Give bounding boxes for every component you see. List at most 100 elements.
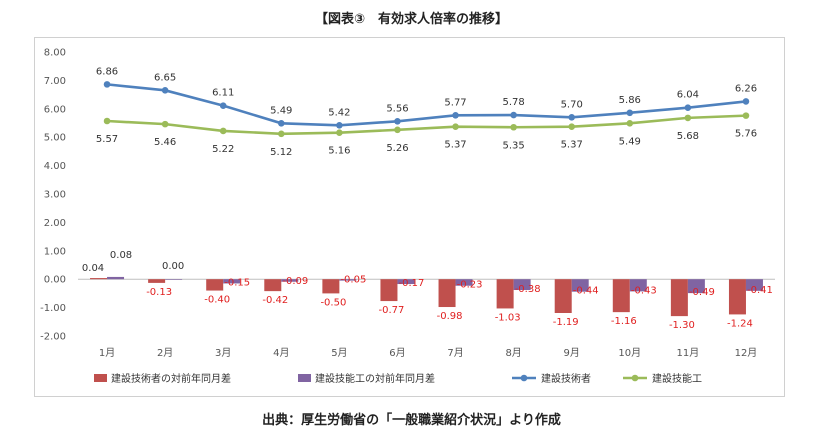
y-tick-label: 8.00: [44, 48, 66, 59]
bar-worker-diff: [745, 279, 763, 291]
bar-data-label: -1.19: [553, 317, 579, 328]
bar-worker-diff: [397, 279, 415, 285]
point-engineer: [452, 112, 459, 119]
legend-label: 建設技能工の対前年同月差: [315, 372, 435, 385]
x-tick-label: 10月: [618, 347, 641, 359]
bar-engineer-diff: [322, 279, 340, 294]
line-data-label: 5.76: [735, 129, 757, 140]
bar-data-label: -0.38: [515, 284, 541, 295]
line-data-label: 5.12: [270, 147, 292, 158]
y-tick-label: 5.00: [44, 133, 66, 144]
point-engineer: [742, 98, 750, 105]
bar-data-label: -0.23: [457, 280, 483, 291]
legend-label: 建設技術者: [541, 372, 591, 385]
line-data-label: 5.35: [502, 140, 524, 151]
bar-data-label: -0.15: [224, 277, 250, 288]
line-data-label: 5.22: [212, 144, 234, 155]
x-tick-label: 8月: [505, 347, 521, 359]
point-engineer: [568, 114, 576, 121]
bar-worker-diff: [629, 279, 647, 292]
bar-worker-diff: [513, 279, 531, 290]
point-worker: [336, 129, 343, 136]
bar-data-label: -0.40: [204, 295, 230, 306]
x-tick-label: 1月: [99, 347, 115, 359]
point-worker: [103, 117, 111, 125]
x-tick-label: 9月: [564, 347, 580, 359]
line-worker: [106, 114, 747, 136]
legend-swatch: [94, 374, 107, 382]
x-tick-label: 3月: [215, 347, 231, 359]
x-tick-label: 4月: [273, 347, 289, 359]
line-data-label: 5.46: [154, 137, 176, 148]
bar-worker-diff: [455, 279, 473, 286]
bar-data-label: -0.43: [631, 285, 657, 296]
bar-engineer-diff: [148, 279, 166, 283]
point-engineer: [394, 117, 401, 125]
chart-title: 【図表③ 有効求人倍率の推移】: [314, 12, 508, 27]
point-worker: [626, 119, 634, 127]
bar-worker-diff: [107, 276, 125, 280]
point-worker: [510, 123, 517, 131]
point-worker: [568, 123, 576, 130]
point-worker: [394, 126, 401, 134]
bar-data-label: -0.77: [379, 305, 405, 316]
bar-data-label: -1.16: [611, 316, 637, 327]
y-tick-label: 1.00: [44, 246, 66, 257]
point-worker: [452, 123, 459, 130]
y-tick-label: 0.00: [44, 275, 66, 286]
line-data-label: 5.70: [561, 99, 583, 110]
point-worker: [684, 114, 692, 122]
bar-engineer-diff: [728, 279, 746, 315]
point-engineer: [684, 104, 692, 111]
bar-data-label: -0.50: [320, 297, 346, 308]
line-data-label: 5.37: [561, 140, 583, 151]
bar-data-label: -0.09: [282, 276, 308, 287]
point-worker: [161, 120, 169, 128]
bar-engineer-diff: [438, 279, 456, 308]
x-tick-label: 5月: [331, 347, 347, 359]
x-tick-label: 11月: [677, 347, 700, 359]
point-worker: [219, 127, 227, 135]
bar-data-label: 0.00: [162, 261, 184, 272]
x-tick-label: 6月: [389, 347, 405, 359]
x-tick-label: 7月: [447, 347, 463, 359]
line-data-label: 5.78: [502, 97, 524, 108]
point-engineer: [161, 87, 169, 94]
bar-engineer-diff: [206, 279, 224, 291]
line-data-label: 5.26: [386, 143, 408, 154]
point-engineer: [277, 119, 285, 127]
line-data-label: 6.04: [677, 90, 699, 101]
bar-data-label: -1.03: [495, 312, 521, 323]
line-data-label: 5.49: [270, 105, 292, 116]
line-data-label: 5.56: [386, 103, 408, 114]
bar-engineer-diff: [264, 279, 282, 292]
line-data-label: 5.86: [619, 95, 641, 106]
point-worker: [277, 130, 285, 138]
bar-data-label: 0.04: [82, 263, 104, 274]
line-data-label: 6.86: [96, 66, 118, 77]
x-tick-label: 12月: [735, 347, 758, 359]
line-data-label: 6.65: [154, 72, 176, 83]
point-engineer: [219, 102, 227, 109]
y-tick-label: 7.00: [44, 76, 66, 87]
bar-engineer-diff: [90, 278, 108, 280]
line-engineer: [106, 83, 747, 127]
line-data-label: 6.11: [212, 88, 234, 99]
y-tick-label: 6.00: [44, 104, 66, 115]
point-engineer: [336, 121, 343, 129]
y-tick-label: 2.00: [44, 218, 66, 229]
bar-data-label: -0.42: [262, 295, 288, 306]
bar-engineer-diff: [380, 279, 398, 302]
bar-worker-diff: [165, 279, 183, 280]
legend-swatch: [298, 374, 311, 382]
bar-data-label: -1.30: [669, 320, 695, 331]
point-worker: [742, 112, 750, 119]
y-tick-label: -2.00: [40, 332, 66, 343]
y-tick-label: -1.00: [40, 303, 66, 314]
legend-label: 建設技術者の対前年同月差: [111, 372, 231, 385]
bar-worker-diff: [339, 279, 357, 281]
y-tick-label: 3.00: [44, 190, 66, 201]
bar-data-label: -0.17: [399, 278, 425, 289]
bar-data-label: -0.44: [573, 286, 599, 297]
line-data-label: 5.16: [328, 146, 350, 157]
